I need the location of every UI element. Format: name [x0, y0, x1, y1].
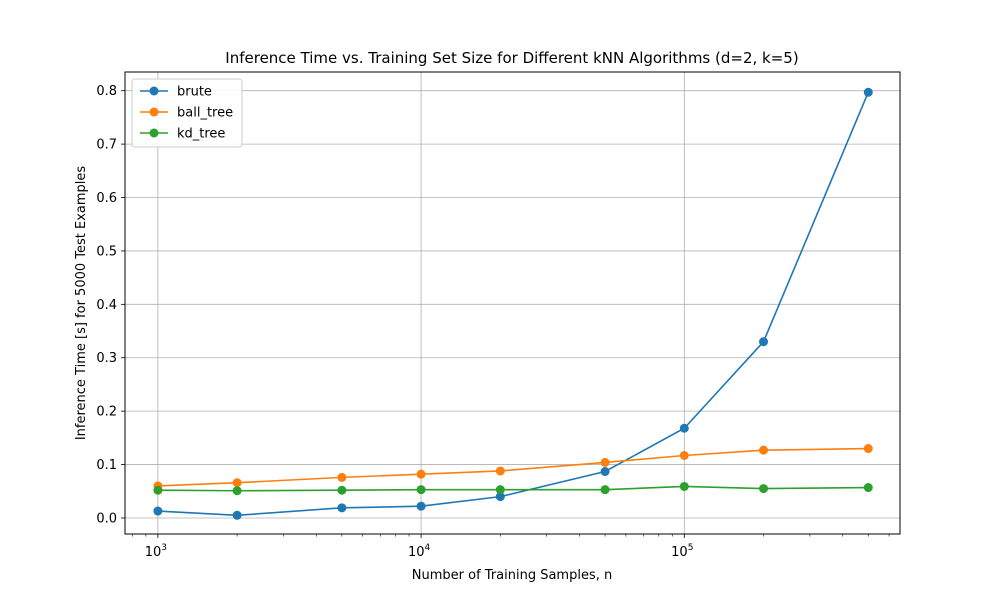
data-point-kd_tree: [153, 485, 163, 495]
y-axis-label: Inference Time [s] for 5000 Test Example…: [74, 166, 89, 441]
y-tick-label: 0.1: [96, 458, 117, 473]
legend-label-ball_tree: ball_tree: [177, 106, 233, 121]
x-tick-label-exponent: 4: [424, 543, 430, 553]
data-point-brute: [863, 87, 873, 97]
legend-marker-kd_tree: [149, 128, 159, 138]
x-tick-label-base: 10: [408, 545, 425, 560]
legend-box: [131, 78, 243, 148]
data-point-ball_tree: [600, 457, 610, 467]
data-point-ball_tree: [679, 450, 689, 460]
x-tick-label: 105: [671, 543, 693, 560]
series-layer: [153, 87, 873, 520]
grid-layer: [125, 72, 900, 534]
data-point-kd_tree: [337, 485, 347, 495]
y-tick-label: 0.6: [96, 191, 117, 206]
legend-label-brute: brute: [177, 85, 212, 100]
x-tick-label-exponent: 3: [161, 543, 167, 553]
data-point-ball_tree: [495, 466, 505, 476]
y-tick-label: 0.7: [96, 138, 117, 153]
data-point-ball_tree: [863, 444, 873, 454]
y-tick-label: 0.0: [96, 511, 117, 526]
data-point-ball_tree: [759, 445, 769, 455]
y-tick-label: 0.2: [96, 405, 117, 420]
data-point-ball_tree: [416, 469, 426, 479]
data-point-brute: [679, 423, 689, 433]
plot-frame: [124, 71, 901, 535]
data-point-brute: [153, 506, 163, 516]
data-point-kd_tree: [416, 485, 426, 495]
y-tick-label: 0.3: [96, 351, 117, 366]
x-tick-label: 103: [145, 543, 167, 560]
legend-label-kd_tree: kd_tree: [177, 127, 225, 142]
data-point-kd_tree: [863, 483, 873, 493]
y-tick-label: 0.4: [96, 298, 117, 313]
data-point-kd_tree: [232, 486, 242, 496]
data-point-brute: [600, 467, 610, 477]
x-tick-label-exponent: 5: [688, 543, 694, 553]
legend-marker-brute: [149, 86, 159, 96]
x-tick-label-base: 10: [671, 545, 688, 560]
data-point-brute: [416, 501, 426, 511]
data-point-brute: [495, 492, 505, 502]
legend-marker-ball_tree: [149, 107, 159, 117]
data-point-kd_tree: [679, 481, 689, 491]
data-point-brute: [759, 337, 769, 347]
y-tick-label: 0.8: [96, 84, 117, 99]
data-point-kd_tree: [600, 485, 610, 495]
y-tick-label: 0.5: [96, 244, 117, 259]
data-point-kd_tree: [759, 484, 769, 494]
data-point-brute: [337, 503, 347, 513]
x-axis-label: Number of Training Samples, n: [412, 568, 612, 583]
data-point-kd_tree: [495, 485, 505, 495]
x-tick-label: 104: [408, 543, 431, 560]
x-tick-label-base: 10: [145, 545, 162, 560]
data-point-ball_tree: [337, 472, 347, 482]
legend: brute ball_tree kd_tree: [131, 78, 243, 148]
chart-title: Inference Time vs. Training Set Size for…: [225, 49, 798, 67]
data-point-ball_tree: [232, 478, 242, 488]
data-point-brute: [232, 510, 242, 520]
